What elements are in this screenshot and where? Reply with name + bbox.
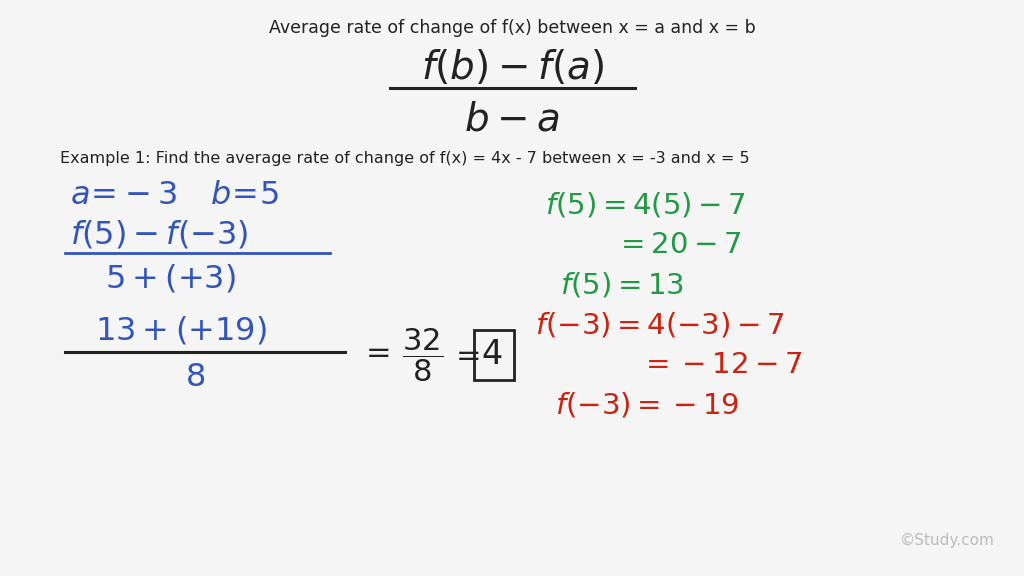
Text: $f(-3) = 4(-3) - 7$: $f(-3) = 4(-3) - 7$ [535, 310, 784, 339]
Text: $= 20 - 7$: $= 20 - 7$ [615, 231, 741, 259]
Text: Example 1: Find the average rate of change of f(x) = 4x - 7 between x = -3 and x: Example 1: Find the average rate of chan… [60, 150, 750, 165]
Text: $b\!=\!5$: $b\!=\!5$ [210, 180, 279, 211]
Text: $13 + (+19)$: $13 + (+19)$ [95, 314, 266, 346]
Text: $b - a$: $b - a$ [464, 101, 560, 138]
Text: Average rate of change of f(x) between x = a and x = b: Average rate of change of f(x) between x… [268, 19, 756, 37]
Text: ©Study.com: ©Study.com [900, 532, 995, 548]
Text: $5 + (+3)$: $5 + (+3)$ [105, 262, 236, 294]
Text: $f(5) = 4(5) - 7$: $f(5) = 4(5) - 7$ [545, 191, 745, 219]
Text: $=\,\dfrac{32}{8}$: $=\,\dfrac{32}{8}$ [360, 326, 443, 384]
Text: $a\!=\!-3$: $a\!=\!-3$ [70, 180, 177, 211]
Text: $4$: $4$ [481, 339, 503, 372]
Text: $= -12 - 7$: $= -12 - 7$ [640, 351, 803, 379]
Text: $f(5) - f(-3)$: $f(5) - f(-3)$ [70, 219, 249, 251]
Text: $8$: $8$ [185, 362, 205, 393]
Text: $=\,$: $=\,$ [450, 339, 480, 370]
Text: $f(b) - f(a)$: $f(b) - f(a)$ [421, 48, 603, 88]
Text: $f(-3) = -19$: $f(-3) = -19$ [555, 391, 739, 419]
Text: $f(5) = 13$: $f(5) = 13$ [560, 271, 684, 300]
